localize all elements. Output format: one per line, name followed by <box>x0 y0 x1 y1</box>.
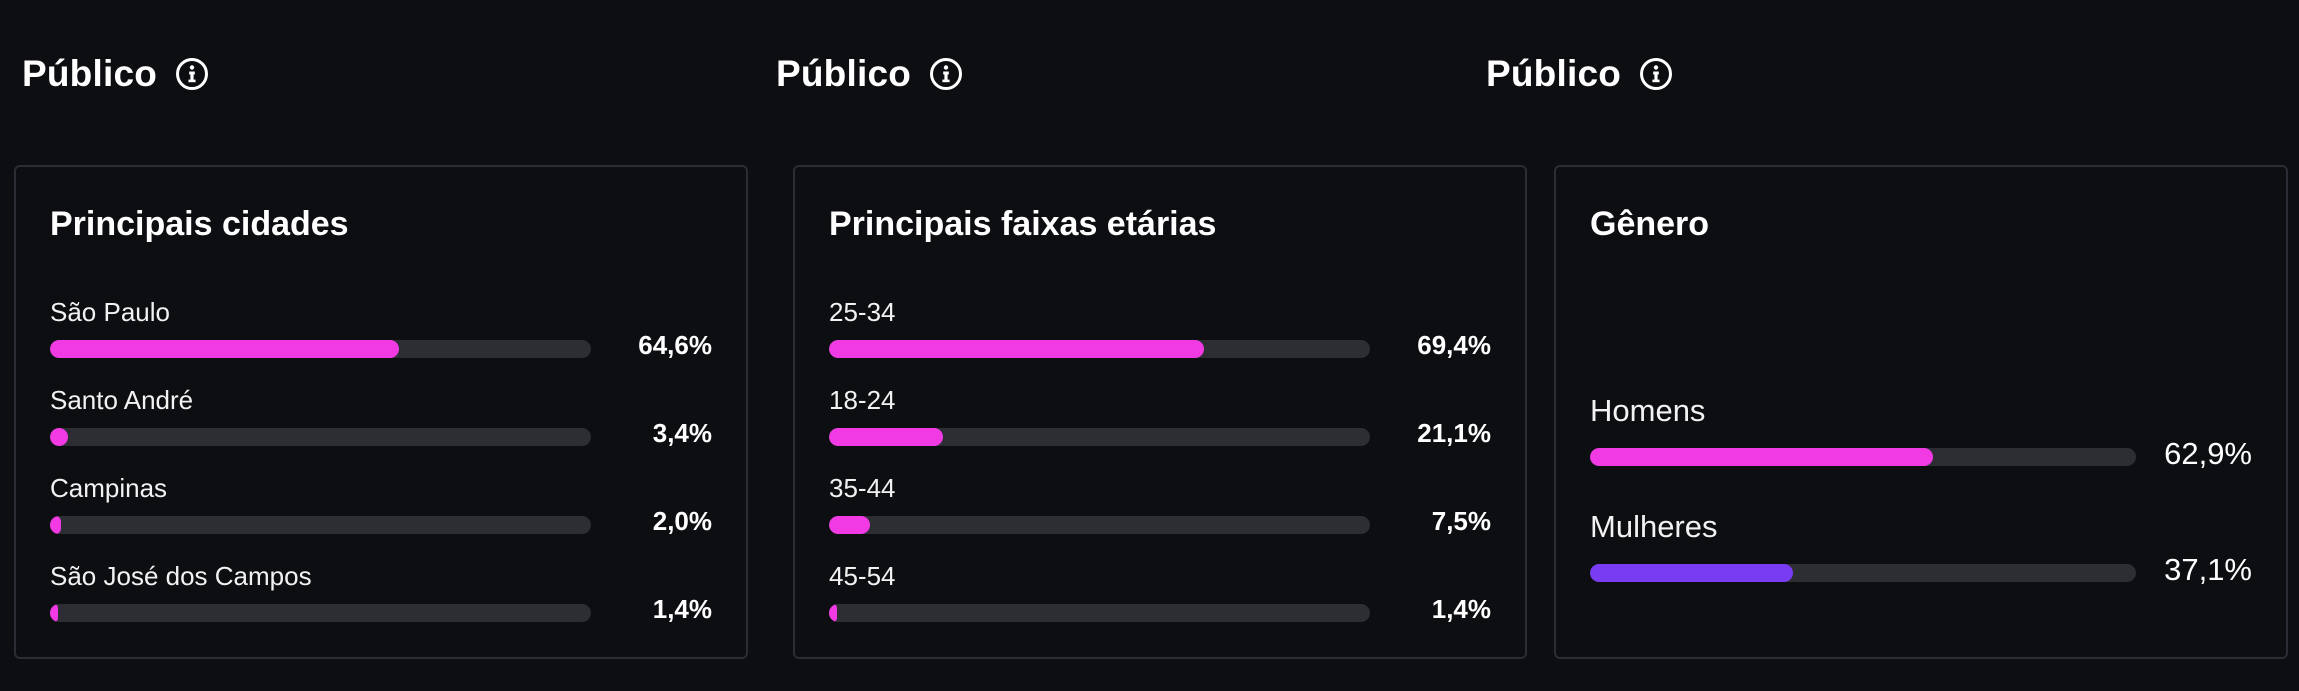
row-value: 3,4% <box>652 418 712 448</box>
list-item: São Paulo 64,6% <box>50 297 712 377</box>
progress-fill <box>829 428 943 446</box>
row-label: 45-54 <box>829 561 896 591</box>
progress-fill <box>829 516 870 534</box>
row-label: 18-24 <box>829 385 896 415</box>
list-item: Santo André 3,4% <box>50 385 712 465</box>
section-header-ages: Público <box>776 48 963 100</box>
progress-track <box>829 428 1370 446</box>
section-title: Público <box>22 53 158 94</box>
progress-track <box>829 340 1370 358</box>
progress-track <box>829 516 1370 534</box>
section-title: Público <box>1486 53 1622 94</box>
row-label: Campinas <box>50 473 168 503</box>
progress-track <box>829 604 1370 622</box>
section-header-gender: Público <box>1486 48 1673 100</box>
row-label: São Paulo <box>50 297 170 327</box>
progress-track <box>50 340 591 358</box>
row-value: 21,1% <box>1417 418 1491 448</box>
row-label: 35-44 <box>829 473 896 503</box>
top-cities-card: Principais cidades São Paulo 64,6% Santo… <box>14 165 748 659</box>
list-item: São José dos Campos 1,4% <box>50 561 712 641</box>
progress-fill <box>50 340 399 358</box>
row-value: 37,1% <box>2164 552 2252 587</box>
card-title: Gênero <box>1590 205 1710 243</box>
list-item: 45-54 1,4% <box>829 561 1491 641</box>
row-value: 1,4% <box>652 594 712 624</box>
row-label: 25-34 <box>829 297 896 327</box>
row-value: 2,0% <box>652 506 712 536</box>
progress-track <box>50 516 591 534</box>
progress-fill <box>50 604 58 622</box>
progress-fill <box>829 604 837 622</box>
progress-fill <box>50 516 61 534</box>
progress-fill <box>1590 564 1793 582</box>
card-title: Principais cidades <box>50 205 349 243</box>
progress-fill <box>50 428 68 446</box>
row-value: 62,9% <box>2164 436 2252 471</box>
row-label: Mulheres <box>1590 509 1718 544</box>
card-title: Principais faixas etárias <box>829 205 1217 243</box>
row-label: Homens <box>1590 393 1706 428</box>
row-value: 1,4% <box>1431 594 1491 624</box>
row-value: 64,6% <box>638 330 712 360</box>
row-label: Santo André <box>50 385 194 415</box>
info-icon[interactable] <box>1639 57 1673 91</box>
section-header-cities: Público <box>22 48 209 100</box>
row-value: 69,4% <box>1417 330 1491 360</box>
list-item: 25-34 69,4% <box>829 297 1491 377</box>
progress-track <box>1590 564 2136 582</box>
info-icon[interactable] <box>175 57 209 91</box>
row-value: 7,5% <box>1431 506 1491 536</box>
list-item: Homens 62,9% <box>1590 393 2252 493</box>
progress-track <box>1590 448 2136 466</box>
row-label: São José dos Campos <box>50 561 312 591</box>
progress-track <box>50 604 591 622</box>
progress-fill <box>1590 448 1933 466</box>
progress-track <box>50 428 591 446</box>
list-item: 35-44 7,5% <box>829 473 1491 553</box>
progress-fill <box>829 340 1204 358</box>
info-icon[interactable] <box>929 57 963 91</box>
list-item: Campinas 2,0% <box>50 473 712 553</box>
list-item: 18-24 21,1% <box>829 385 1491 465</box>
section-title: Público <box>776 53 912 94</box>
top-age-ranges-card: Principais faixas etárias 25-34 69,4% 18… <box>793 165 1527 659</box>
list-item: Mulheres 37,1% <box>1590 509 2252 609</box>
gender-card: Gênero Homens 62,9% Mulheres 37,1% <box>1554 165 2288 659</box>
